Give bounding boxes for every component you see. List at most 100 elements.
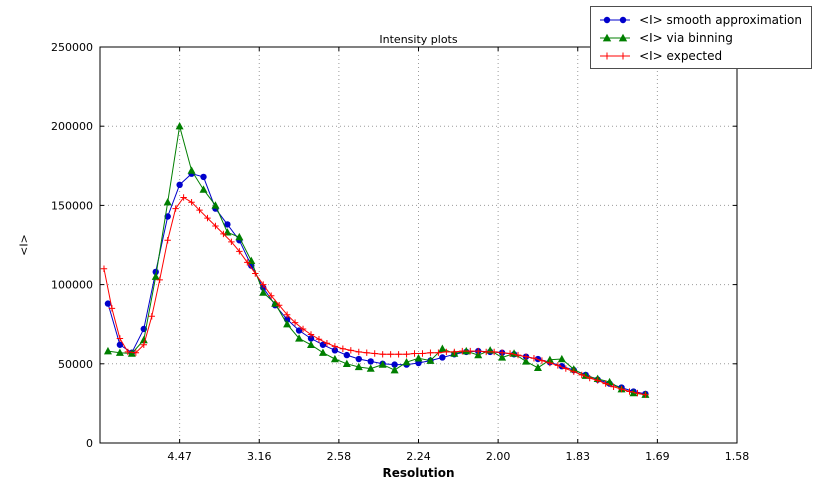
plus-marker-icon — [451, 348, 458, 356]
y-tick-label: 50000 — [58, 358, 93, 371]
triangle-marker-icon — [295, 334, 304, 342]
plus-marker-icon — [475, 347, 482, 355]
circle-marker-icon — [367, 358, 374, 365]
plus-marker-icon — [626, 388, 633, 395]
plus-marker-icon — [196, 206, 203, 214]
plus-marker-icon — [498, 349, 506, 356]
triangle-marker-icon — [151, 272, 160, 280]
triangle-marker-icon — [283, 320, 292, 328]
triangle-marker-icon — [474, 350, 483, 359]
triangle-marker-icon — [498, 353, 507, 361]
plus-marker-icon — [108, 305, 116, 312]
plus-marker-icon — [204, 214, 211, 222]
y-tick-label: 250000 — [51, 41, 93, 54]
plus-marker-icon — [482, 348, 490, 356]
x-tick-label: 1.69 — [645, 450, 670, 463]
plus-marker-icon — [538, 357, 546, 364]
plus-marker-icon — [299, 325, 307, 333]
triangle-marker-icon — [307, 340, 316, 348]
plus-marker-icon — [490, 348, 498, 356]
plus-marker-icon — [283, 311, 291, 318]
y-tick-label: 100000 — [51, 279, 93, 292]
triangle-marker-icon — [342, 359, 351, 367]
circle-marker-icon — [598, 14, 632, 26]
plus-marker-icon — [618, 385, 625, 393]
legend-entry-expected: <I> expected — [598, 48, 802, 63]
plus-marker-icon — [148, 313, 155, 320]
plus-marker-icon — [347, 347, 355, 354]
series-via-binning — [103, 122, 650, 398]
circle-marker-icon — [307, 335, 315, 342]
circle-marker-icon — [331, 347, 339, 354]
triangle-marker-icon — [115, 348, 124, 356]
plus-marker-icon — [379, 351, 386, 358]
plus-marker-icon — [116, 335, 124, 342]
x-tick-label: 2.00 — [486, 450, 511, 463]
triangle-marker-icon — [318, 348, 327, 356]
plus-marker-icon — [252, 270, 259, 277]
plus-marker-icon — [291, 319, 299, 326]
plus-marker-icon — [132, 349, 140, 356]
plus-marker-icon — [642, 391, 649, 398]
triangle-marker-icon — [486, 346, 495, 354]
plus-marker-icon — [562, 365, 570, 372]
plus-marker-icon — [403, 351, 410, 358]
x-tick-label: 1.58 — [725, 450, 750, 463]
plus-marker-icon — [586, 374, 593, 382]
plus-marker-icon — [411, 350, 418, 357]
triangle-marker-icon — [438, 344, 447, 352]
chart-title: Intensity plots — [379, 33, 458, 46]
legend-label: <I> via binning — [639, 30, 733, 45]
x-tick-label: 2.24 — [406, 450, 431, 463]
x-tick-label: 3.16 — [247, 450, 272, 463]
triangle-marker-icon — [378, 360, 387, 368]
x-tick-label: 2.58 — [327, 450, 352, 463]
plus-marker-icon — [164, 237, 171, 244]
x-tick-label: 1.83 — [566, 450, 591, 463]
plus-marker-icon — [459, 347, 466, 355]
plus-marker-icon — [188, 199, 195, 206]
legend-entry-smooth-approximation: <I> smooth approximation — [598, 12, 802, 27]
plus-marker-icon — [331, 343, 339, 350]
plus-marker-icon — [307, 331, 315, 338]
circle-marker-icon — [295, 327, 303, 334]
circle-marker-icon — [343, 351, 351, 359]
circle-marker-icon — [200, 173, 207, 181]
plus-marker-icon — [236, 248, 243, 255]
plus-marker-icon — [530, 355, 538, 362]
plus-marker-icon — [435, 349, 442, 356]
y-tick-label: 0 — [86, 437, 93, 450]
plus-marker-icon — [506, 350, 514, 357]
triangle-marker-icon — [175, 122, 184, 130]
plus-marker-icon — [395, 351, 402, 358]
triangle-marker-icon — [199, 185, 208, 193]
triangle-marker-icon — [259, 288, 268, 296]
legend-label: <I> smooth approximation — [639, 12, 802, 27]
legend-entry-via-binning: <I> via binning — [598, 30, 802, 45]
plus-marker-icon — [275, 301, 283, 309]
plus-marker-icon — [244, 259, 251, 266]
x-axis-label: Resolution — [382, 466, 455, 480]
plus-marker-icon — [371, 350, 378, 357]
triangle-marker-icon — [127, 349, 136, 357]
triangle-marker-icon — [545, 355, 554, 364]
triangle-marker-icon — [366, 364, 375, 372]
triangle-marker-icon — [235, 232, 244, 241]
plus-marker-icon — [323, 340, 331, 347]
plus-marker-icon — [339, 345, 347, 352]
triangle-marker-icon — [390, 365, 399, 374]
triangle-marker-icon — [187, 166, 196, 174]
plus-marker-icon — [427, 349, 434, 356]
plus-marker-icon — [124, 348, 132, 356]
plus-marker-icon — [578, 371, 585, 379]
plus-marker-icon — [212, 222, 219, 230]
y-tick-label: 200000 — [51, 120, 93, 133]
plus-marker-icon — [315, 336, 323, 343]
plus-marker-icon — [598, 50, 632, 62]
plus-marker-icon — [267, 292, 275, 299]
triangle-marker-icon — [163, 198, 172, 206]
x-tick-label: 4.47 — [167, 450, 192, 463]
legend-label: <I> expected — [639, 48, 723, 63]
legend: <I> smooth approximation <I> via binning — [590, 6, 812, 69]
